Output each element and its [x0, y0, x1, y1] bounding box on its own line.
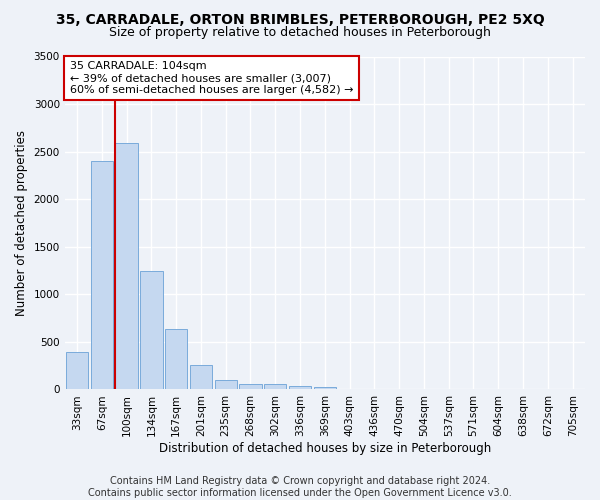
- Text: Contains HM Land Registry data © Crown copyright and database right 2024.
Contai: Contains HM Land Registry data © Crown c…: [88, 476, 512, 498]
- Bar: [66, 352, 88, 390]
- Text: Size of property relative to detached houses in Peterborough: Size of property relative to detached ho…: [109, 26, 491, 39]
- Bar: [314, 386, 336, 390]
- Bar: [289, 386, 311, 390]
- X-axis label: Distribution of detached houses by size in Peterborough: Distribution of detached houses by size …: [159, 442, 491, 455]
- Bar: [264, 384, 286, 390]
- Bar: [190, 365, 212, 390]
- Bar: [165, 328, 187, 390]
- Text: 35, CARRADALE, ORTON BRIMBLES, PETERBOROUGH, PE2 5XQ: 35, CARRADALE, ORTON BRIMBLES, PETERBORO…: [56, 12, 544, 26]
- Bar: [140, 272, 163, 390]
- Bar: [239, 384, 262, 390]
- Bar: [115, 143, 138, 390]
- Bar: [215, 380, 237, 390]
- Bar: [91, 161, 113, 390]
- Text: 35 CARRADALE: 104sqm
← 39% of detached houses are smaller (3,007)
60% of semi-de: 35 CARRADALE: 104sqm ← 39% of detached h…: [70, 62, 353, 94]
- Y-axis label: Number of detached properties: Number of detached properties: [15, 130, 28, 316]
